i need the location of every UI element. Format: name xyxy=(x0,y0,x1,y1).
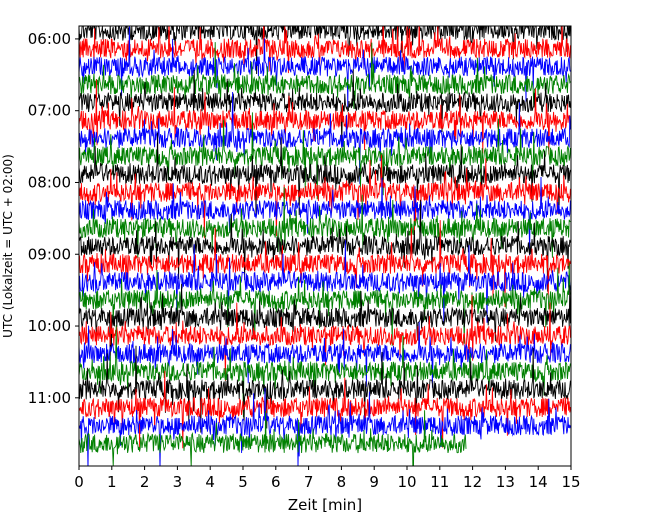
trace-4 xyxy=(79,42,571,109)
x-tick-label: 12 xyxy=(463,473,482,491)
trace-7 xyxy=(79,91,571,184)
x-tick-label: 3 xyxy=(173,473,183,491)
trace-23 xyxy=(79,387,571,466)
y-axis-label: UTC (Lokalzeit = UTC + 02:00) xyxy=(1,154,15,338)
trace-18 xyxy=(79,294,571,381)
y-tick-label: 09:00 xyxy=(28,245,71,263)
x-tick-label: 14 xyxy=(529,473,548,491)
trace-1 xyxy=(79,26,571,75)
trace-11 xyxy=(79,176,571,256)
y-tick-label: 06:00 xyxy=(28,30,71,48)
trace-5 xyxy=(79,69,571,148)
x-tick-label: 15 xyxy=(561,473,580,491)
trace-10 xyxy=(79,154,571,239)
trace-15 xyxy=(79,240,571,324)
trace-12 xyxy=(79,187,571,258)
x-tick-label: 8 xyxy=(337,473,347,491)
trace-24 xyxy=(79,410,467,466)
x-tick-label: 0 xyxy=(74,473,84,491)
x-tick-label: 2 xyxy=(140,473,150,491)
plot-area xyxy=(79,26,571,466)
trace-21 xyxy=(79,345,571,433)
x-tick-label: 5 xyxy=(238,473,248,491)
y-tick-label: 07:00 xyxy=(28,102,71,120)
x-axis-label: Zeit [min] xyxy=(288,496,362,514)
trace-2 xyxy=(79,26,571,74)
trace-13 xyxy=(79,199,571,292)
x-tick-label: 10 xyxy=(397,473,416,491)
trace-14 xyxy=(79,220,571,308)
trace-16 xyxy=(79,262,571,346)
y-tick-label: 10:00 xyxy=(28,317,71,335)
x-tick-label: 11 xyxy=(430,473,449,491)
trace-17 xyxy=(79,283,571,362)
x-tick-label: 9 xyxy=(369,473,379,491)
x-tick-label: 6 xyxy=(271,473,281,491)
trace-22 xyxy=(79,370,571,449)
y-tick-label: 08:00 xyxy=(28,173,71,191)
y-axis: 06:00 07:00 08:00 09:00 10:00 11:00 xyxy=(28,30,79,407)
x-tick-label: 1 xyxy=(107,473,117,491)
trace-9 xyxy=(79,132,571,216)
x-tick-label: 7 xyxy=(304,473,314,491)
x-tick-label: 13 xyxy=(496,473,515,491)
trace-19 xyxy=(79,321,571,388)
trace-3 xyxy=(79,26,571,108)
trace-6 xyxy=(79,79,571,155)
y-tick-label: 11:00 xyxy=(28,389,71,407)
x-tick-label: 4 xyxy=(205,473,215,491)
x-axis: 0 1 2 3 4 5 6 7 8 9 10 11 12 13 14 15 xyxy=(74,466,581,491)
plot-frame xyxy=(78,25,572,467)
